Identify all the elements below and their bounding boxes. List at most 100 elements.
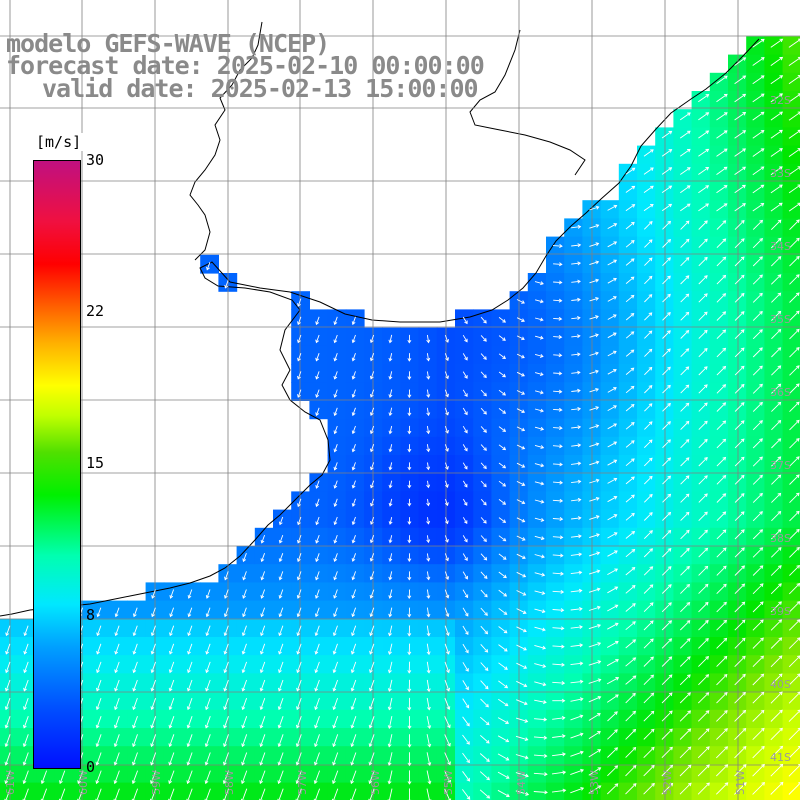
wind-arrow: [278, 734, 284, 747]
wind-arrowhead: [597, 749, 602, 753]
wind-arrowhead: [759, 601, 764, 606]
wind-arrow: [444, 444, 449, 452]
wind-arrow: [114, 679, 120, 691]
wind-arrow: [662, 330, 671, 339]
wind-arrow: [644, 294, 653, 303]
wind-arrow: [315, 316, 320, 325]
wind-arrowhead: [465, 686, 469, 691]
wind-arrow: [698, 475, 708, 485]
wind-arrowhead: [577, 224, 582, 229]
wind-arrowhead: [778, 619, 783, 623]
wind-arrowhead: [464, 465, 468, 470]
wind-arrow: [462, 571, 468, 580]
wind-arrowhead: [597, 623, 602, 628]
wind-arrowhead: [464, 338, 468, 343]
wind-arrow: [389, 535, 393, 543]
wind-arrow: [462, 734, 470, 745]
wind-arrow: [426, 571, 430, 580]
wind-arrowhead: [22, 761, 27, 766]
wind-arrowhead: [446, 687, 451, 692]
wind-arrowhead: [278, 595, 283, 599]
wind-arrowhead: [59, 780, 63, 785]
wind-arrowhead: [483, 319, 487, 324]
wind-arrow: [716, 366, 726, 376]
wind-arrow: [260, 607, 266, 617]
wind-arrow: [479, 753, 490, 762]
wind-arrow: [788, 583, 800, 595]
wind-arrow: [133, 661, 138, 673]
wind-arrowhead: [632, 692, 636, 697]
wind-arrow: [788, 75, 800, 85]
wind-arrow: [752, 474, 763, 485]
wind-arrow: [259, 770, 266, 784]
wind-arrowhead: [224, 576, 228, 581]
wind-arrowhead: [705, 112, 710, 116]
wind-arrow: [206, 625, 211, 636]
colorbar: [33, 160, 81, 769]
colorbar-tick-30: 30: [86, 151, 105, 169]
wind-arrow: [697, 782, 710, 795]
wind-arrowhead: [465, 631, 469, 636]
wind-arrow: [734, 493, 745, 503]
wind-arrowhead: [297, 357, 301, 362]
wind-arrowhead: [407, 595, 412, 600]
wind-arrow: [333, 571, 338, 580]
wind-arrowhead: [632, 675, 637, 680]
wind-arrow: [296, 661, 302, 673]
wind-arrowhead: [504, 684, 509, 689]
wind-arrow: [369, 625, 375, 636]
wind-arrow: [352, 480, 356, 489]
wind-arrow: [680, 348, 689, 358]
wind-arrowhead: [561, 681, 566, 685]
wind-arrowhead: [777, 383, 782, 388]
wind-arrow: [643, 728, 655, 740]
wind-arrowhead: [577, 279, 581, 284]
wind-arrowhead: [795, 419, 800, 424]
wind-arrow: [132, 752, 138, 765]
wind-arrow: [278, 625, 284, 636]
wind-arrowhead: [667, 366, 671, 371]
wind-arrow: [427, 517, 429, 524]
wind-arrow: [571, 517, 581, 520]
wind-arrow: [168, 770, 175, 784]
wind-arrowhead: [242, 595, 246, 599]
wind-arrow: [462, 662, 469, 672]
wind-arrow: [187, 770, 193, 784]
wind-arrowhead: [705, 94, 710, 98]
wind-arrowhead: [132, 706, 136, 711]
wind-arrowhead: [387, 743, 392, 748]
wind-arrow: [187, 752, 193, 765]
wind-arrow: [607, 369, 617, 375]
wind-cell: [728, 145, 747, 165]
wind-arrow: [716, 238, 726, 249]
wind-arrowhead: [333, 412, 338, 417]
wind-arrowhead: [464, 538, 468, 543]
wind-arrow: [698, 493, 708, 503]
wind-arrowhead: [259, 650, 264, 655]
wind-arrow: [570, 590, 582, 593]
wind-arrow: [552, 645, 564, 648]
wind-arrowhead: [667, 330, 671, 334]
wind-arrow: [734, 75, 746, 85]
wind-arrowhead: [777, 219, 782, 224]
wind-arrowhead: [742, 673, 746, 678]
wind-arrow: [96, 697, 102, 710]
wind-arrow: [23, 697, 29, 710]
wind-arrowhead: [4, 780, 9, 785]
wind-arrow: [643, 204, 654, 212]
wind-arrow: [516, 353, 525, 359]
wind-arrowhead: [559, 535, 564, 540]
wind-arrowhead: [369, 466, 374, 471]
wind-arrowhead: [96, 632, 100, 637]
wind-arrow: [570, 698, 583, 702]
wind-arrow: [462, 407, 468, 415]
wind-arrowhead: [131, 780, 136, 785]
wind-arrowhead: [427, 743, 432, 748]
wind-arrowhead: [407, 781, 412, 785]
wind-arrowhead: [597, 713, 601, 717]
wind-arrow: [625, 639, 636, 649]
wind-arrow: [607, 729, 618, 740]
wind-arrowhead: [704, 583, 709, 588]
wind-arrowhead: [502, 410, 507, 414]
